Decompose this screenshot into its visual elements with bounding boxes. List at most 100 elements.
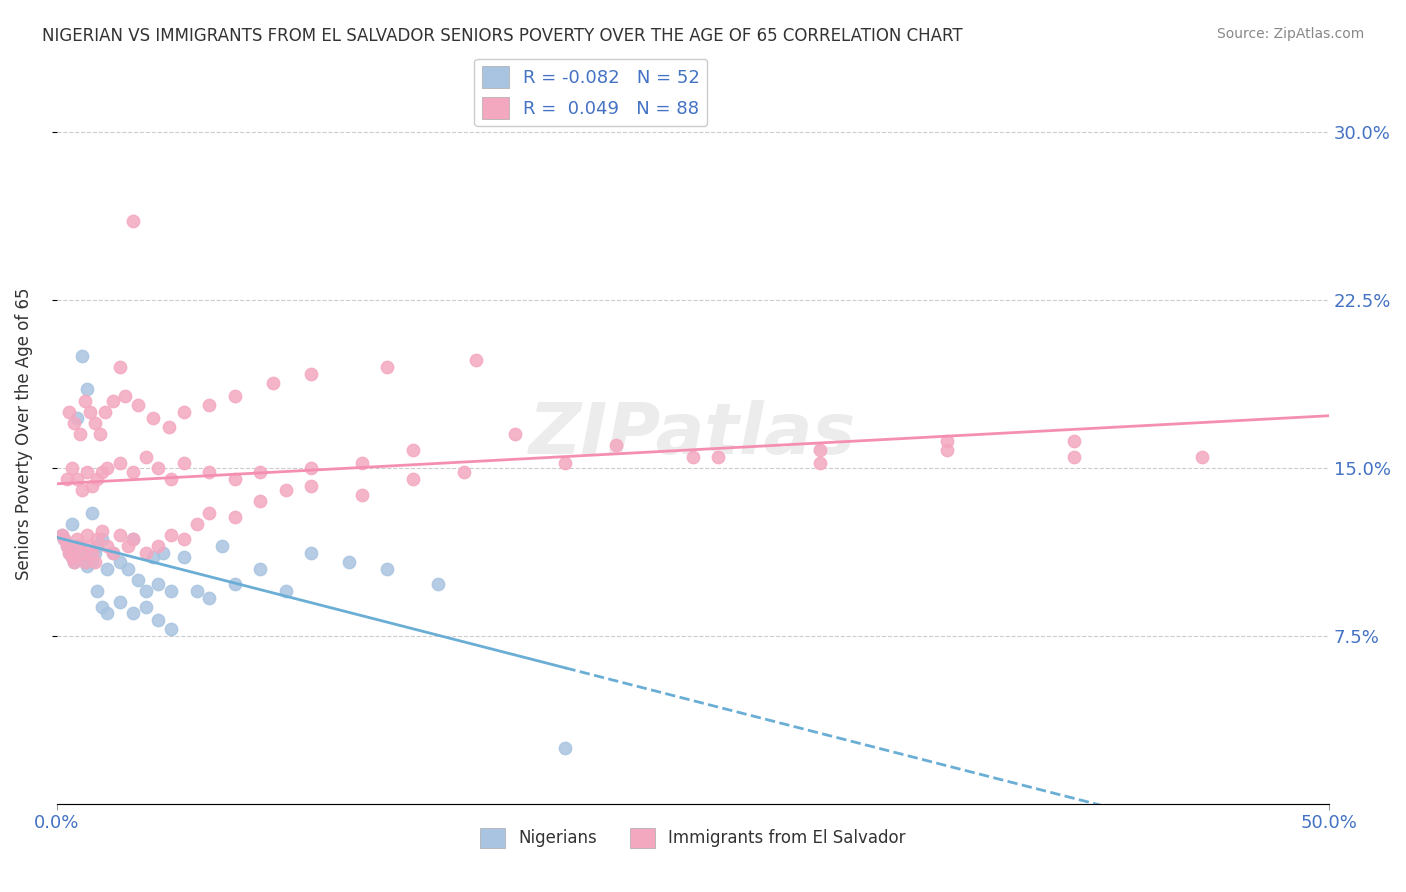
Point: [377, 359, 399, 374]
Point: [76, 559, 98, 574]
Point: [66, 472, 89, 486]
Point: [135, 546, 157, 560]
Point: [122, 214, 145, 228]
Point: [79, 550, 101, 565]
Point: [605, 438, 627, 452]
Point: [60, 550, 83, 565]
Point: [1063, 434, 1085, 448]
Point: [173, 456, 195, 470]
Point: [60, 550, 83, 565]
Point: [122, 533, 145, 547]
Point: [86, 584, 108, 599]
Point: [51, 528, 73, 542]
Point: [96, 607, 118, 621]
Point: [86, 472, 108, 486]
Point: [160, 584, 183, 599]
Point: [73, 555, 96, 569]
Point: [427, 577, 450, 591]
Point: [91, 533, 114, 547]
Point: [63, 555, 86, 569]
Point: [249, 561, 271, 575]
Point: [148, 613, 170, 627]
Point: [83, 546, 105, 560]
Point: [73, 555, 96, 569]
Point: [76, 528, 98, 542]
Point: [101, 393, 124, 408]
Point: [224, 510, 246, 524]
Point: [142, 411, 165, 425]
Point: [82, 555, 104, 569]
Point: [69, 546, 91, 560]
Point: [402, 472, 425, 486]
Point: [110, 359, 132, 374]
Point: [135, 584, 157, 599]
Point: [69, 539, 91, 553]
Text: Source: ZipAtlas.com: Source: ZipAtlas.com: [1216, 27, 1364, 41]
Point: [91, 599, 114, 614]
Point: [63, 416, 86, 430]
Point: [808, 456, 831, 470]
Point: [936, 442, 959, 457]
Point: [299, 460, 322, 475]
Point: [274, 584, 297, 599]
Point: [142, 550, 165, 565]
Point: [160, 528, 183, 542]
Point: [56, 539, 79, 553]
Point: [554, 456, 576, 470]
Point: [198, 506, 221, 520]
Point: [110, 555, 132, 569]
Point: [249, 494, 271, 508]
Point: [66, 539, 89, 553]
Point: [70, 349, 93, 363]
Point: [83, 416, 105, 430]
Point: [198, 465, 221, 479]
Point: [249, 465, 271, 479]
Point: [127, 573, 149, 587]
Point: [173, 405, 195, 419]
Point: [173, 533, 195, 547]
Point: [58, 405, 80, 419]
Point: [94, 405, 117, 419]
Point: [402, 442, 425, 457]
Point: [127, 398, 149, 412]
Point: [63, 555, 86, 569]
Point: [60, 460, 83, 475]
Point: [198, 398, 221, 412]
Point: [86, 539, 108, 553]
Point: [453, 465, 475, 479]
Point: [70, 550, 93, 565]
Point: [936, 434, 959, 448]
Point: [224, 389, 246, 403]
Point: [83, 555, 105, 569]
Point: [70, 483, 93, 498]
Point: [79, 405, 101, 419]
Point: [91, 465, 114, 479]
Point: [101, 546, 124, 560]
Point: [79, 539, 101, 553]
Point: [299, 479, 322, 493]
Point: [69, 427, 91, 442]
Point: [503, 427, 526, 442]
Point: [224, 577, 246, 591]
Point: [56, 539, 79, 553]
Point: [465, 353, 488, 368]
Point: [89, 427, 111, 442]
Point: [82, 506, 104, 520]
Point: [211, 539, 233, 553]
Point: [60, 516, 83, 531]
Point: [66, 411, 89, 425]
Point: [350, 456, 373, 470]
Point: [114, 389, 136, 403]
Point: [135, 450, 157, 464]
Point: [110, 595, 132, 609]
Point: [152, 546, 174, 560]
Point: [337, 555, 360, 569]
Point: [122, 465, 145, 479]
Point: [262, 376, 284, 390]
Point: [135, 599, 157, 614]
Point: [117, 561, 139, 575]
Point: [299, 546, 322, 560]
Point: [76, 465, 98, 479]
Point: [160, 472, 183, 486]
Point: [86, 533, 108, 547]
